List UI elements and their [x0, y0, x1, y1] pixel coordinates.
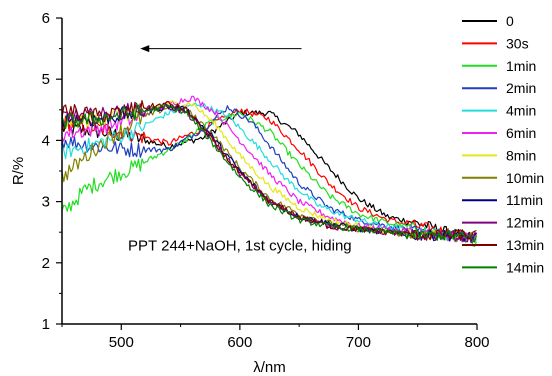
- arrow-annotation: [140, 45, 301, 52]
- legend-label-0: 0: [506, 13, 514, 29]
- legend-label-11min: 11min: [506, 192, 543, 208]
- legend-label-1min: 1min: [506, 58, 536, 74]
- y-axis-title: R/%: [10, 157, 27, 185]
- legend-label-14min: 14min: [506, 259, 544, 275]
- x-tick-label: 500: [109, 334, 134, 351]
- x-tick-label: 800: [464, 334, 489, 351]
- legend-label-4min: 4min: [506, 103, 536, 119]
- x-tick-label: 700: [346, 334, 371, 351]
- y-tick-label: 6: [42, 10, 50, 27]
- legend-label-2min: 2min: [506, 80, 536, 96]
- series-layer: [62, 96, 476, 246]
- axes-layer: [62, 18, 477, 324]
- y-tick-label: 1: [42, 316, 50, 333]
- x-axis-title: λ/nm: [253, 359, 286, 376]
- y-tick-label: 4: [42, 132, 50, 149]
- legend-label-30s: 30s: [506, 35, 529, 51]
- legend-label-10min: 10min: [506, 170, 544, 186]
- y-tick-label: 3: [42, 194, 50, 211]
- legend-label-13min: 13min: [506, 237, 544, 253]
- arrow-head: [140, 45, 149, 52]
- legend-label-6min: 6min: [506, 125, 536, 141]
- series-line-13min: [62, 101, 476, 241]
- legend-label-8min: 8min: [506, 147, 536, 163]
- x-tick-label: 600: [227, 334, 252, 351]
- y-tick-label: 5: [42, 71, 50, 88]
- annotation-text: PPT 244+NaOH, 1st cycle, hiding: [128, 238, 352, 255]
- legend-label-12min: 12min: [506, 215, 544, 231]
- y-tick-label: 2: [42, 255, 50, 272]
- ticks-layer: 500 600 700 800 1 2 3 4 5 6: [42, 10, 490, 351]
